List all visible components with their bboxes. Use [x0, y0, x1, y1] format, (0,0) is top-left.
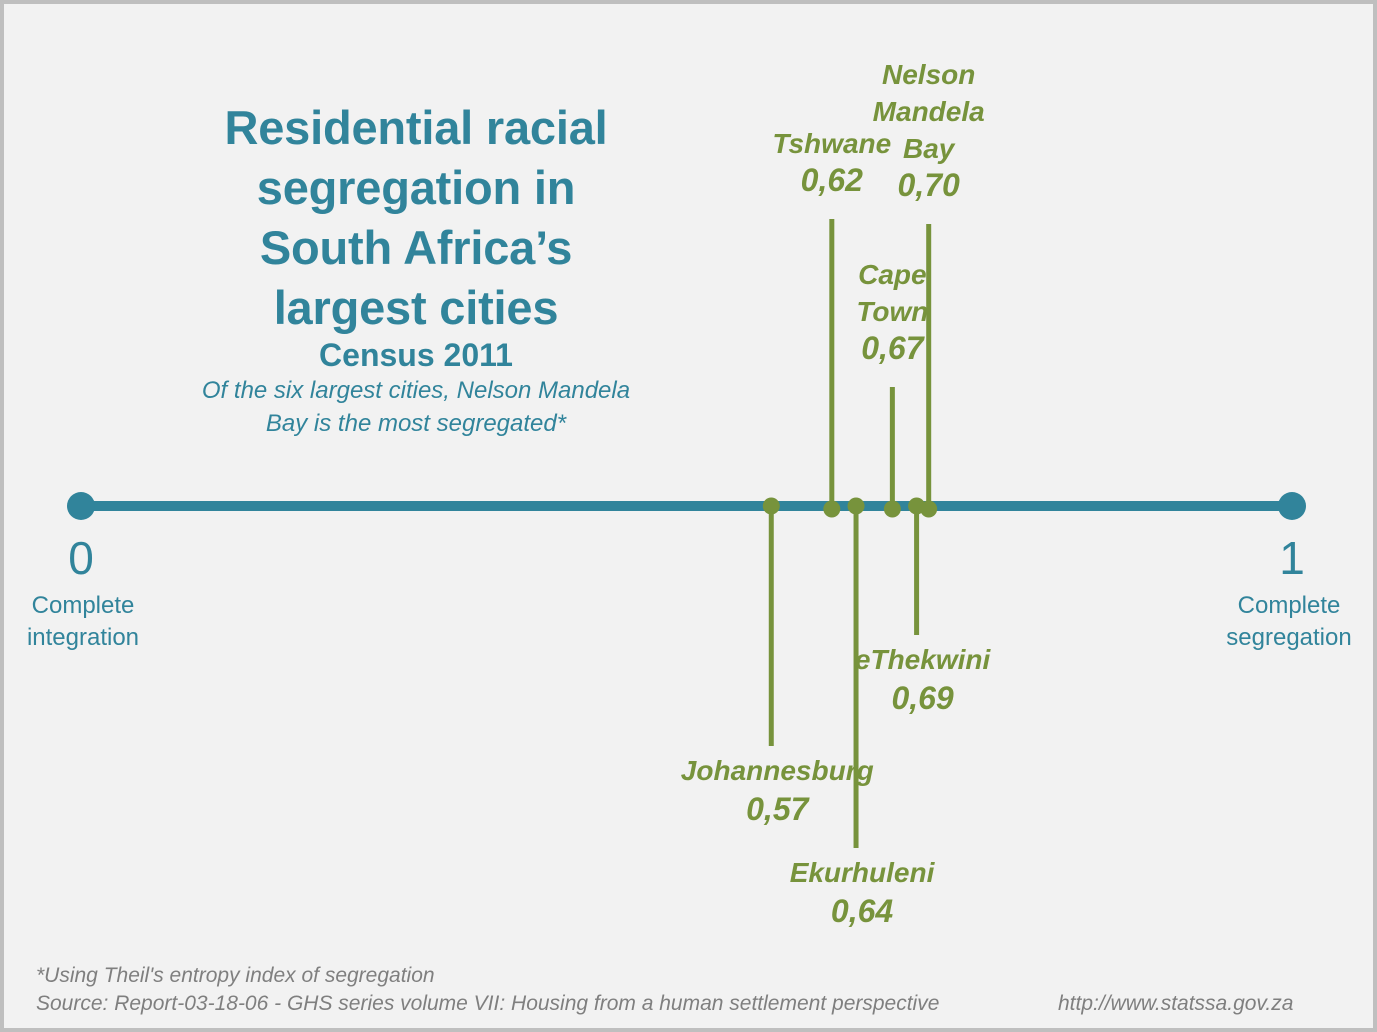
description-line: Of the six largest cities, Nelson Mandel…: [201, 377, 631, 404]
city-name-label: Town: [856, 296, 928, 327]
axis-end-label: segregation: [1226, 624, 1351, 651]
city-name-label: Tshwane: [772, 128, 891, 159]
chart-description: Of the six largest cities, Nelson Mandel…: [160, 374, 672, 440]
city-name-label: Mandela: [873, 96, 985, 127]
axis-end-label: Complete: [1238, 592, 1341, 619]
city-name-label: Nelson: [882, 59, 975, 90]
source-url: http://www.statssa.gov.za: [1058, 992, 1294, 1015]
data-point-dot: [847, 497, 865, 515]
city-name-label: Cape: [858, 259, 926, 290]
footnote-method: *Using Theil's entropy index of segregat…: [36, 964, 435, 987]
city-value-label: 0,69: [891, 680, 953, 716]
city-value-label: 0,70: [898, 167, 960, 203]
data-point-dot: [762, 497, 780, 515]
data-point-dot: [823, 500, 841, 518]
footnote-source: Source: Report-03-18-06 - GHS series vol…: [36, 992, 940, 1015]
city-name-label: Bay: [903, 133, 956, 164]
title-block: Residential racial segregation in South …: [160, 98, 672, 440]
title-line: Residential racial: [224, 101, 608, 154]
chart-subtitle: Census 2011: [319, 337, 513, 373]
city-value-label: 0,67: [861, 330, 925, 366]
title-line: South Africa’s: [259, 221, 573, 274]
data-point-dot: [920, 500, 938, 518]
city-value-label: 0,57: [746, 791, 810, 827]
axis-tick-label: 0: [68, 532, 94, 584]
title-line: segregation in: [256, 161, 576, 214]
city-name-label: Ekurhuleni: [790, 857, 936, 888]
city-value-label: 0,62: [801, 162, 863, 198]
data-point-dot: [883, 500, 901, 518]
title-line: largest cities: [273, 281, 559, 334]
axis-end-dot: [67, 492, 95, 520]
city-name-label: Johannesburg: [681, 755, 874, 786]
axis-end-label: Complete: [32, 592, 135, 619]
axis-tick-label: 1: [1279, 532, 1305, 584]
chart-title: Residential racial segregation in South …: [160, 98, 672, 338]
axis-end-label: integration: [27, 624, 139, 651]
description-line: Bay is the most segregated*: [265, 410, 567, 437]
axis-end-dot: [1278, 492, 1306, 520]
city-name-label: eThekwini: [855, 644, 992, 675]
city-value-label: 0,64: [831, 893, 893, 929]
